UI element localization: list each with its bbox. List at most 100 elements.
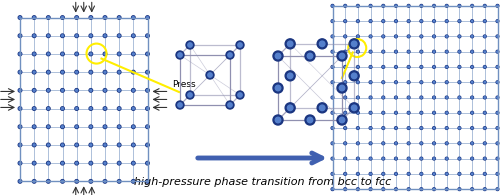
- Circle shape: [62, 126, 64, 128]
- Circle shape: [76, 17, 78, 19]
- Circle shape: [228, 103, 232, 107]
- Circle shape: [356, 81, 359, 84]
- Circle shape: [352, 105, 357, 111]
- Circle shape: [90, 144, 92, 146]
- Circle shape: [408, 127, 410, 129]
- Circle shape: [446, 112, 448, 113]
- Circle shape: [446, 127, 448, 129]
- Circle shape: [75, 52, 78, 56]
- Circle shape: [446, 81, 448, 84]
- Circle shape: [370, 82, 372, 83]
- Circle shape: [146, 16, 150, 19]
- Circle shape: [408, 157, 410, 160]
- Circle shape: [432, 4, 436, 7]
- Circle shape: [432, 111, 436, 114]
- Circle shape: [62, 180, 64, 182]
- Circle shape: [48, 126, 50, 128]
- Circle shape: [332, 51, 334, 52]
- Circle shape: [382, 127, 384, 129]
- Circle shape: [75, 161, 78, 165]
- Circle shape: [104, 180, 106, 182]
- Circle shape: [408, 158, 410, 159]
- Circle shape: [420, 36, 422, 37]
- Circle shape: [89, 107, 92, 110]
- Circle shape: [75, 125, 78, 129]
- Circle shape: [496, 157, 499, 160]
- Circle shape: [344, 111, 346, 114]
- Circle shape: [484, 173, 486, 175]
- Circle shape: [132, 108, 134, 110]
- Circle shape: [104, 89, 106, 91]
- Circle shape: [349, 103, 359, 113]
- Circle shape: [118, 180, 120, 182]
- Circle shape: [104, 108, 106, 110]
- Circle shape: [332, 82, 334, 83]
- Circle shape: [394, 35, 398, 38]
- Circle shape: [46, 89, 50, 92]
- Circle shape: [118, 144, 120, 146]
- Circle shape: [420, 96, 422, 99]
- Circle shape: [408, 97, 410, 98]
- Circle shape: [76, 162, 78, 164]
- Circle shape: [331, 127, 334, 129]
- Circle shape: [496, 173, 499, 175]
- Circle shape: [382, 50, 384, 53]
- Circle shape: [357, 97, 358, 98]
- Circle shape: [132, 144, 134, 146]
- Circle shape: [484, 66, 486, 68]
- Circle shape: [146, 162, 148, 164]
- Circle shape: [132, 35, 134, 37]
- Circle shape: [104, 126, 106, 128]
- Circle shape: [60, 89, 64, 92]
- Circle shape: [356, 157, 359, 160]
- Circle shape: [370, 51, 372, 52]
- Circle shape: [275, 117, 281, 123]
- Circle shape: [89, 89, 92, 92]
- Circle shape: [89, 161, 92, 165]
- Circle shape: [75, 70, 78, 74]
- Circle shape: [446, 82, 448, 83]
- Circle shape: [432, 188, 436, 191]
- Circle shape: [285, 103, 295, 113]
- Circle shape: [132, 34, 135, 37]
- Circle shape: [420, 50, 422, 53]
- Circle shape: [188, 93, 192, 97]
- Circle shape: [331, 142, 334, 145]
- Text: Press: Press: [172, 80, 196, 89]
- Circle shape: [118, 89, 120, 91]
- Circle shape: [395, 82, 396, 83]
- Circle shape: [32, 16, 36, 19]
- Circle shape: [132, 161, 135, 165]
- Circle shape: [48, 71, 50, 73]
- Circle shape: [394, 157, 398, 160]
- Circle shape: [472, 143, 473, 144]
- Circle shape: [357, 112, 358, 113]
- Circle shape: [76, 89, 78, 91]
- Circle shape: [357, 82, 358, 83]
- Circle shape: [236, 91, 244, 99]
- Circle shape: [344, 20, 346, 22]
- Circle shape: [434, 36, 435, 37]
- Circle shape: [458, 143, 460, 144]
- Circle shape: [395, 66, 396, 68]
- Circle shape: [446, 97, 448, 98]
- Circle shape: [344, 188, 346, 191]
- Circle shape: [76, 35, 78, 37]
- Circle shape: [339, 53, 345, 59]
- Circle shape: [356, 96, 359, 99]
- Circle shape: [275, 85, 281, 91]
- Circle shape: [339, 85, 345, 91]
- Circle shape: [60, 70, 64, 74]
- Circle shape: [132, 143, 135, 147]
- Circle shape: [132, 89, 135, 92]
- Circle shape: [146, 107, 150, 110]
- Circle shape: [458, 36, 460, 37]
- Circle shape: [408, 36, 410, 37]
- Circle shape: [394, 96, 398, 99]
- Circle shape: [32, 89, 36, 92]
- Circle shape: [458, 127, 460, 129]
- Circle shape: [19, 126, 21, 128]
- Circle shape: [356, 4, 359, 7]
- Circle shape: [471, 142, 474, 145]
- Circle shape: [446, 36, 448, 37]
